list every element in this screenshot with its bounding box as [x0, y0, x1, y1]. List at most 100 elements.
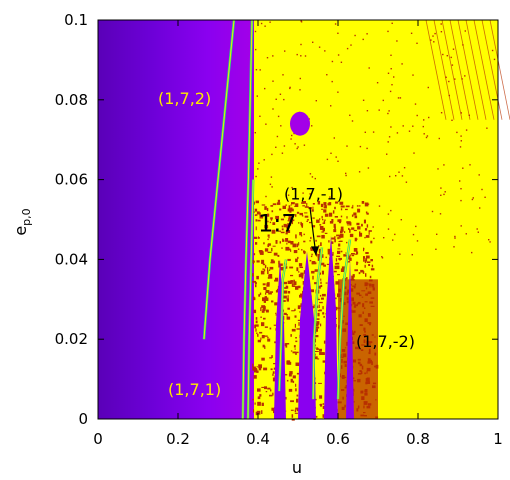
speckle — [358, 171, 361, 173]
speckle — [440, 187, 442, 189]
speckle — [338, 257, 342, 260]
speckle — [284, 287, 287, 289]
speckle — [336, 262, 340, 265]
speckle — [327, 203, 330, 206]
speckle — [269, 394, 273, 397]
speckle — [440, 31, 443, 33]
speckle — [340, 205, 345, 208]
speckle — [277, 199, 280, 203]
speckle — [312, 262, 317, 265]
annotations: (1,7,2) (1,7,1) (1,7,-1) (1,7,-2) 1:7 — [158, 89, 415, 399]
speckle — [311, 270, 315, 274]
speckle — [314, 351, 319, 352]
speckle — [366, 261, 371, 263]
speckle — [471, 198, 474, 201]
speckle — [313, 356, 318, 360]
speckle — [360, 269, 364, 273]
speckle — [340, 61, 343, 63]
speckle — [390, 126, 392, 128]
speckle — [297, 248, 300, 250]
speckle — [272, 373, 274, 376]
speckle — [291, 310, 295, 312]
speckle — [260, 22, 263, 25]
speckle — [254, 402, 256, 405]
speckle — [271, 407, 275, 411]
speckle — [324, 232, 328, 234]
speckle — [283, 281, 287, 285]
speckle — [339, 236, 341, 240]
speckle — [363, 256, 366, 259]
speckle — [359, 231, 361, 234]
speckle — [326, 74, 328, 76]
violet-tongue — [324, 235, 338, 419]
speckle — [395, 175, 397, 177]
speckle — [312, 206, 314, 209]
speckle — [324, 50, 326, 52]
speckle — [321, 231, 323, 233]
speckle — [289, 86, 291, 89]
speckle — [309, 259, 312, 262]
speckle — [299, 77, 301, 80]
speckle — [287, 280, 291, 284]
speckle — [270, 205, 274, 207]
speckle — [272, 203, 277, 206]
speckle — [465, 233, 467, 235]
speckle — [352, 204, 354, 209]
speckle — [292, 219, 295, 222]
speckle — [257, 388, 261, 392]
speckle — [294, 412, 298, 414]
speckle — [281, 228, 284, 231]
speckle — [357, 226, 359, 228]
speckle — [334, 226, 336, 230]
speckle — [283, 98, 285, 101]
speckle — [296, 398, 298, 403]
speckle — [333, 137, 335, 139]
streak — [449, 19, 471, 120]
speckle — [450, 56, 452, 59]
speckle — [323, 264, 326, 267]
speckle — [370, 268, 375, 271]
speckle — [349, 228, 351, 233]
speckle — [460, 199, 462, 202]
speckle — [282, 238, 284, 242]
speckle — [368, 264, 371, 266]
speckle — [275, 240, 278, 244]
speckle — [259, 214, 264, 219]
speckle — [257, 401, 261, 406]
resonance-curve-core — [312, 247, 323, 400]
x-tick-label: 0.6 — [326, 430, 350, 448]
speckle — [318, 304, 320, 308]
speckle — [338, 234, 342, 238]
speckle — [268, 282, 270, 284]
speckle — [287, 362, 292, 365]
speckle — [364, 228, 368, 231]
speckle — [326, 158, 329, 161]
speckle — [299, 266, 303, 268]
speckle — [346, 216, 348, 219]
speckle — [271, 210, 274, 213]
speckle — [304, 55, 307, 57]
speckle — [452, 48, 455, 50]
y-tick-label: 0 — [78, 410, 88, 428]
speckle — [370, 240, 373, 244]
streak — [441, 19, 463, 120]
speckle — [252, 398, 254, 401]
speckle — [290, 280, 293, 284]
speckle — [310, 236, 312, 240]
speckle — [264, 345, 266, 349]
speckle — [272, 55, 274, 57]
speckle — [381, 256, 383, 258]
speckle — [323, 229, 325, 233]
speckle — [332, 252, 334, 256]
speckle — [412, 233, 415, 236]
streak — [465, 19, 487, 120]
speckle — [370, 259, 373, 262]
speckle — [295, 388, 297, 392]
speckle — [317, 310, 320, 312]
speckle — [335, 258, 338, 262]
speckle — [367, 167, 370, 169]
speckle — [292, 285, 296, 287]
speckle — [315, 323, 319, 327]
speckle — [263, 159, 265, 161]
speckle — [337, 160, 339, 162]
